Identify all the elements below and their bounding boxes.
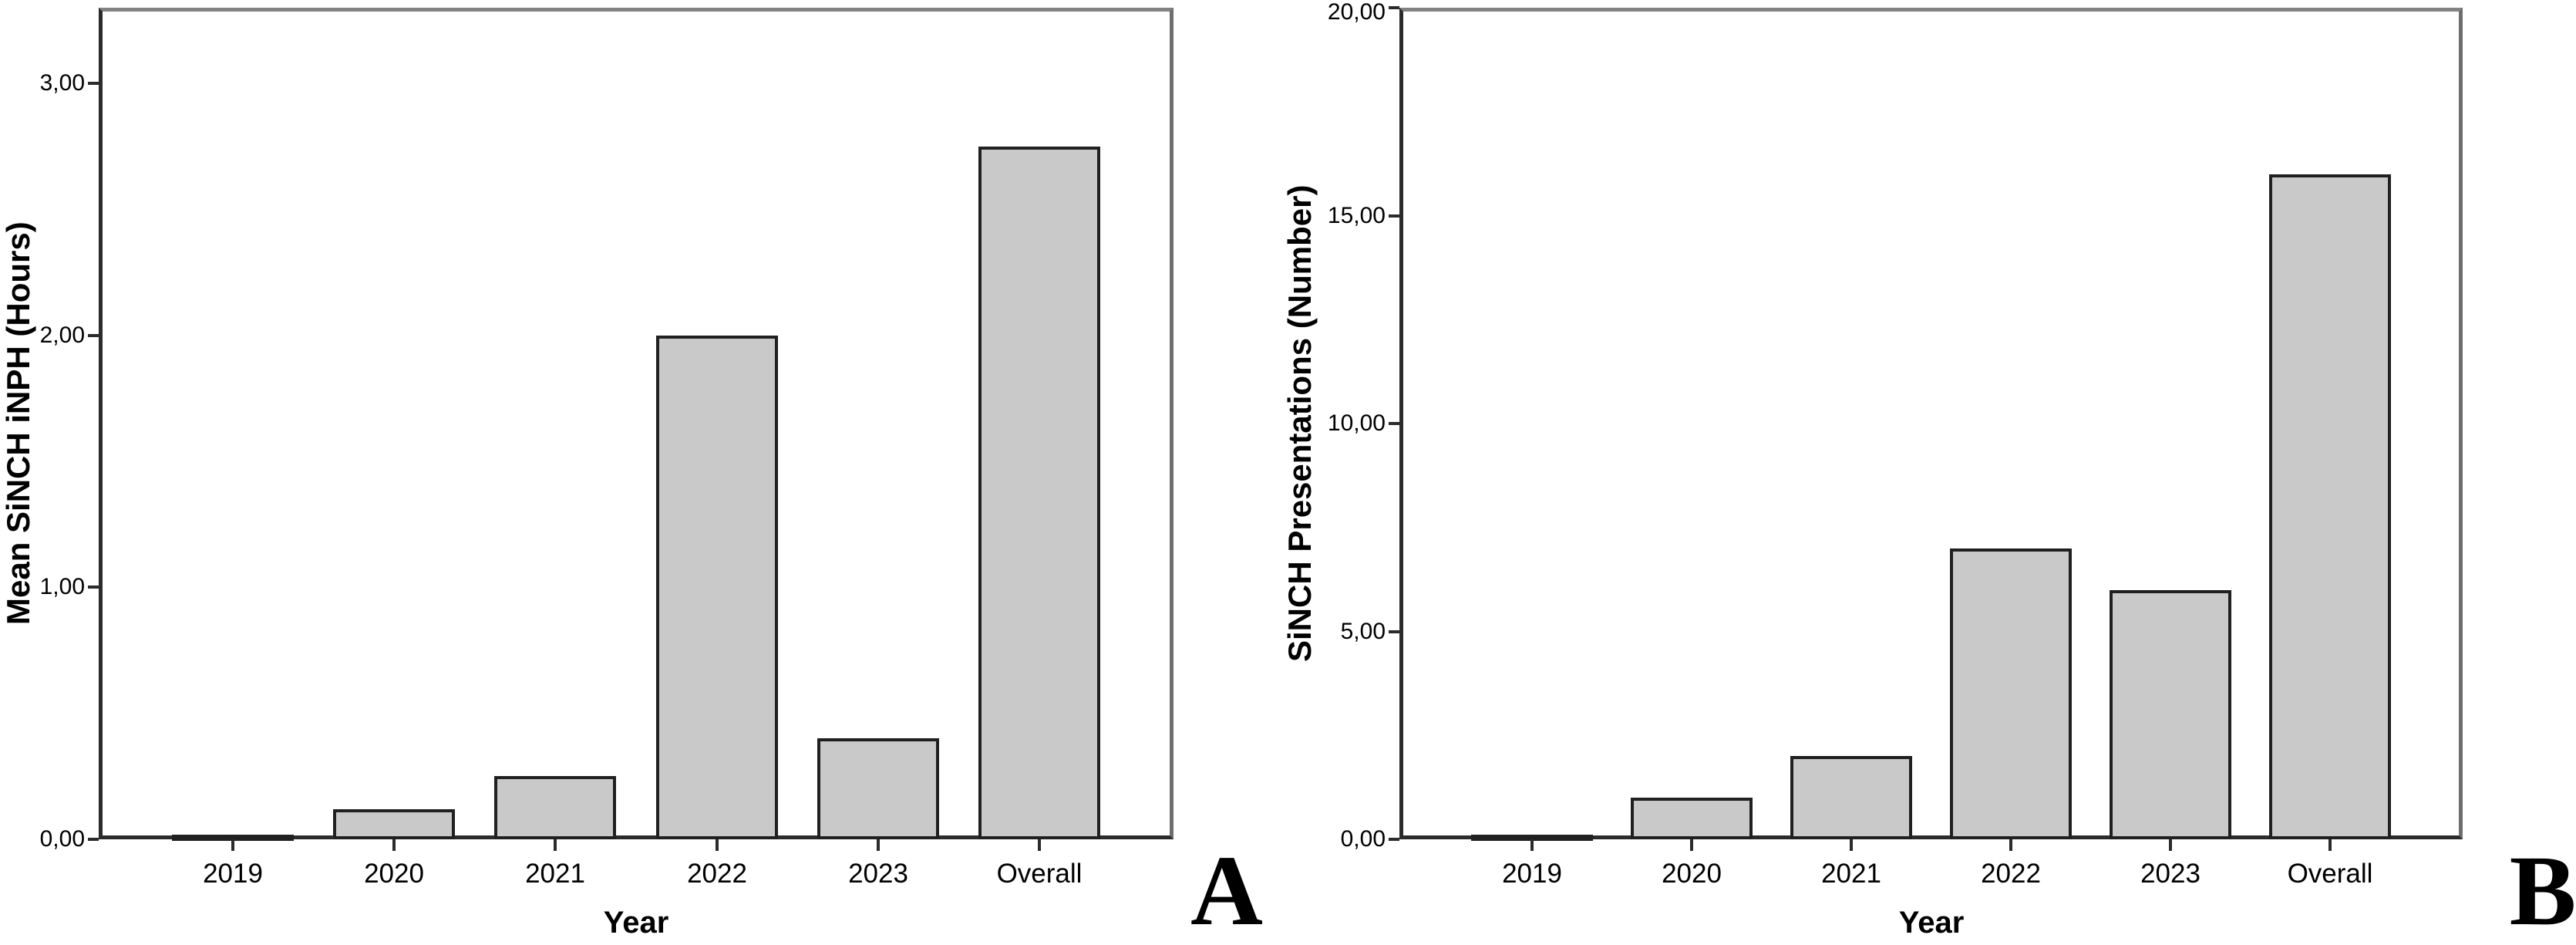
x-category-label-2022: 2022: [687, 859, 747, 889]
bar-2020: [1631, 798, 1753, 839]
x-category-label-2022: 2022: [1981, 859, 2041, 889]
bar-overall: [2269, 174, 2391, 839]
y-tick-label: 5,00: [1340, 618, 1386, 644]
x-tick-mark: [1530, 839, 1534, 851]
x-tick-mark: [2009, 839, 2012, 851]
y-tick-label: 0,00: [1340, 826, 1386, 852]
y-tick-label: 15,00: [1327, 202, 1386, 228]
bar-overall: [978, 147, 1100, 839]
y-tick-mark: [88, 333, 99, 337]
x-tick-mark: [1850, 839, 1853, 851]
y-axis-title-panel-a: Mean SiNCH iNPH (Hours): [0, 221, 36, 626]
bar-2022: [1950, 548, 2072, 839]
panel-label-b: B: [2509, 835, 2576, 945]
x-category-label-overall: Overall: [996, 859, 1083, 889]
y-tick-mark: [88, 82, 99, 85]
x-axis-title-panel-a: Year: [603, 906, 669, 940]
x-tick-mark: [716, 839, 719, 851]
y-tick-mark: [1389, 422, 1399, 425]
x-category-label-2019: 2019: [1502, 859, 1562, 889]
bar-2021: [1790, 756, 1912, 839]
y-tick-mark: [88, 586, 99, 589]
x-category-label-2019: 2019: [203, 859, 263, 889]
bar-2023: [2110, 590, 2231, 839]
bar-2021: [494, 776, 616, 839]
y-tick-mark: [1389, 629, 1399, 633]
x-tick-mark: [2329, 839, 2332, 851]
x-category-label-2021: 2021: [1821, 859, 1881, 889]
bar-2023: [817, 738, 939, 839]
y-tick-mark: [88, 838, 99, 841]
x-tick-mark: [1038, 839, 1041, 851]
bar-2022: [656, 336, 778, 839]
x-tick-mark: [554, 839, 557, 851]
x-category-label-2021: 2021: [525, 859, 585, 889]
x-axis-title-panel-b: Year: [1898, 906, 1965, 940]
bar-2020: [333, 809, 455, 839]
x-category-label-2020: 2020: [1662, 859, 1722, 889]
y-tick-label: 0,00: [39, 826, 85, 852]
x-tick-mark: [1690, 839, 1693, 851]
y-tick-label: 3,00: [39, 70, 85, 96]
y-tick-label: 2,00: [39, 322, 85, 348]
x-category-label-2023: 2023: [2140, 859, 2201, 889]
y-tick-mark: [1389, 214, 1399, 218]
y-tick-mark: [1389, 6, 1399, 9]
x-category-label-2020: 2020: [364, 859, 424, 889]
x-tick-mark: [877, 839, 880, 851]
y-tick-label: 20,00: [1327, 0, 1386, 25]
y-tick-label: 1,00: [39, 574, 85, 600]
x-tick-mark: [392, 839, 396, 851]
x-category-label-overall: Overall: [2287, 859, 2373, 889]
y-tick-label: 10,00: [1327, 410, 1386, 436]
x-category-label-2023: 2023: [848, 859, 908, 889]
x-tick-mark: [231, 839, 234, 851]
panel-label-a: A: [1190, 835, 1263, 945]
y-tick-mark: [1389, 838, 1399, 841]
x-tick-mark: [2169, 839, 2172, 851]
